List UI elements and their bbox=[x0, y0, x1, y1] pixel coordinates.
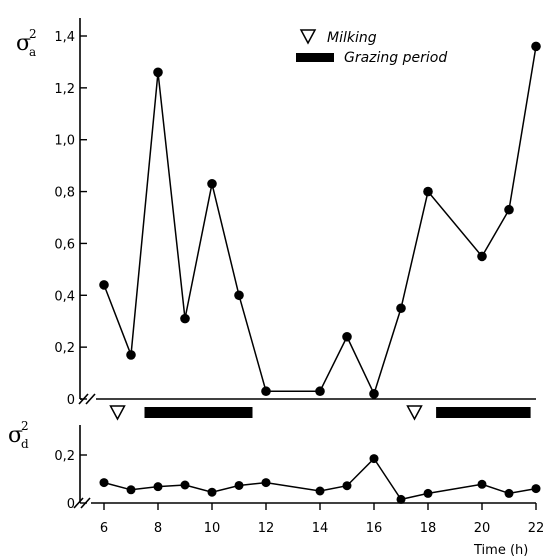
data-point bbox=[369, 389, 379, 399]
upper-series bbox=[99, 41, 541, 399]
upper-ylabel-superscript: 2 bbox=[29, 27, 37, 41]
upper-ylabel-subscript: a bbox=[29, 45, 36, 59]
data-point bbox=[315, 486, 325, 496]
data-point bbox=[396, 303, 406, 314]
upper-y-axis-label: σ a 2 bbox=[16, 27, 37, 59]
grazing-period-bar bbox=[144, 407, 253, 418]
lower-series bbox=[99, 454, 541, 504]
x-axis-label: Time (h) bbox=[473, 543, 528, 558]
lower-ylabel-subscript: d bbox=[21, 437, 29, 451]
lower-ylabel-superscript: 2 bbox=[21, 419, 29, 433]
data-point bbox=[504, 488, 514, 498]
upper-y-tick-label: 1,0 bbox=[54, 134, 75, 149]
x-tick-label: 16 bbox=[366, 521, 383, 536]
legend-grazing-label: Grazing period bbox=[344, 50, 447, 66]
legend-grazing-swatch bbox=[296, 53, 334, 62]
data-point bbox=[153, 67, 163, 78]
data-point bbox=[315, 386, 325, 397]
data-point bbox=[423, 186, 433, 197]
upper-y-ticks: 0 0,2 0,4 0,6 0,8 1,0 1,2 1,4 bbox=[54, 30, 87, 408]
x-tick-label: 10 bbox=[204, 521, 221, 536]
data-point bbox=[234, 480, 244, 490]
x-tick-label: 14 bbox=[312, 521, 329, 536]
x-tick-label: 22 bbox=[528, 521, 545, 536]
data-point bbox=[153, 482, 163, 492]
data-point bbox=[342, 331, 352, 342]
lower-y-ticks: 00,2 bbox=[54, 449, 87, 512]
data-point bbox=[261, 386, 271, 397]
data-point bbox=[234, 290, 244, 301]
x-tick-label: 6 bbox=[100, 521, 108, 536]
data-point bbox=[99, 478, 109, 488]
grazing-period-bar bbox=[436, 407, 531, 418]
lower-y-axis-label: σ d 2 bbox=[8, 419, 29, 451]
upper-y-tick-label: 1,2 bbox=[54, 82, 75, 97]
legend-milking-label: Milking bbox=[327, 30, 377, 46]
data-point bbox=[207, 178, 217, 189]
lower-y-tick-label: 0,2 bbox=[54, 449, 75, 464]
x-tick-label: 20 bbox=[474, 521, 491, 536]
data-point bbox=[531, 41, 541, 52]
data-point bbox=[180, 313, 190, 324]
x-ticks: 6 8 10 12 14 16 18 20 22 bbox=[100, 503, 544, 536]
data-point bbox=[342, 481, 352, 491]
data-point bbox=[126, 485, 136, 495]
lower-y-tick-label: 0 bbox=[67, 497, 75, 512]
upper-y-tick-label: 0,2 bbox=[54, 341, 75, 356]
upper-y-tick-label: 1,4 bbox=[54, 30, 75, 45]
data-point bbox=[126, 350, 136, 360]
data-point bbox=[261, 478, 271, 488]
data-point bbox=[531, 484, 541, 494]
data-point bbox=[504, 204, 514, 215]
data-point bbox=[477, 479, 487, 489]
milking-marker-icon bbox=[109, 405, 126, 421]
data-point bbox=[369, 454, 379, 464]
upper-ylabel-symbol: σ bbox=[16, 31, 31, 56]
series-line bbox=[103, 46, 537, 396]
lower-ylabel-symbol: σ bbox=[8, 423, 23, 448]
x-tick-label: 8 bbox=[154, 521, 162, 536]
data-point bbox=[477, 251, 487, 262]
upper-y-tick-label: 0,4 bbox=[54, 289, 75, 304]
data-point bbox=[396, 494, 406, 504]
x-tick-label: 18 bbox=[420, 521, 437, 536]
upper-y-tick-label: 0 bbox=[67, 393, 75, 408]
legend: Milking Grazing period bbox=[296, 29, 447, 66]
time-annotations bbox=[109, 405, 531, 421]
data-point bbox=[423, 488, 433, 498]
milking-triangle-icon bbox=[299, 29, 317, 45]
data-point bbox=[207, 487, 217, 497]
data-point bbox=[180, 480, 190, 490]
upper-y-tick-label: 0,8 bbox=[54, 186, 75, 201]
upper-y-tick-label: 0,6 bbox=[54, 237, 75, 252]
x-tick-label: 12 bbox=[258, 521, 275, 536]
data-point bbox=[99, 280, 109, 290]
milking-marker-icon bbox=[406, 405, 423, 421]
